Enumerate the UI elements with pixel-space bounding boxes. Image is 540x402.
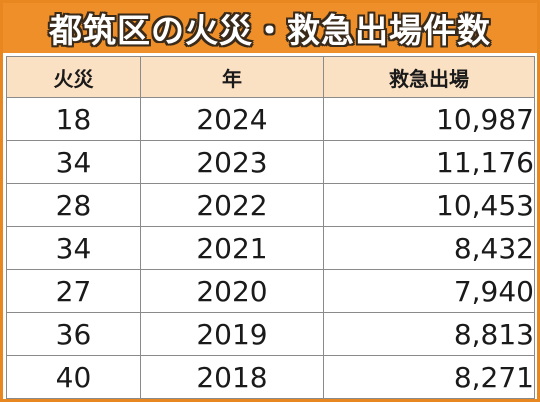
- table-row: 27 2020 7,940: [6, 269, 535, 313]
- cell-fires: 36: [6, 312, 141, 356]
- cell-year: 2021: [140, 226, 324, 270]
- cell-year: 2024: [140, 97, 324, 141]
- statistics-table: 火災 年 救急出場 18 2024 10,987 34 2023 11,176 …: [6, 56, 535, 399]
- cell-fires: 27: [6, 269, 141, 313]
- cell-ambulance-calls: 7,940: [323, 269, 535, 313]
- table-row: 34 2021 8,432: [6, 226, 535, 270]
- table-header-row: 火災 年 救急出場: [6, 56, 535, 98]
- table-row: 18 2024 10,987: [6, 97, 535, 141]
- page-title: 都筑区の火災・救急出場件数: [49, 11, 491, 50]
- cell-ambulance-calls: 8,813: [323, 312, 535, 356]
- cell-ambulance-calls: 8,271: [323, 355, 535, 399]
- table-row: 28 2022 10,453: [6, 183, 535, 227]
- table-row: 40 2018 8,271: [6, 355, 535, 399]
- header-fires: 火災: [6, 56, 141, 98]
- cell-year: 2023: [140, 140, 324, 184]
- cell-year: 2022: [140, 183, 324, 227]
- cell-fires: 34: [6, 226, 141, 270]
- cell-fires: 28: [6, 183, 141, 227]
- cell-ambulance-calls: 10,987: [323, 97, 535, 141]
- title-bar: 都筑区の火災・救急出場件数: [3, 3, 537, 53]
- cell-fires: 40: [6, 355, 141, 399]
- cell-fires: 34: [6, 140, 141, 184]
- cell-year: 2018: [140, 355, 324, 399]
- cell-ambulance-calls: 11,176: [323, 140, 535, 184]
- header-year: 年: [140, 56, 324, 98]
- cell-year: 2019: [140, 312, 324, 356]
- cell-ambulance-calls: 10,453: [323, 183, 535, 227]
- header-ambulance-calls: 救急出場: [323, 56, 535, 98]
- table-row: 36 2019 8,813: [6, 312, 535, 356]
- table-row: 34 2023 11,176: [6, 140, 535, 184]
- cell-ambulance-calls: 8,432: [323, 226, 535, 270]
- cell-year: 2020: [140, 269, 324, 313]
- cell-fires: 18: [6, 97, 141, 141]
